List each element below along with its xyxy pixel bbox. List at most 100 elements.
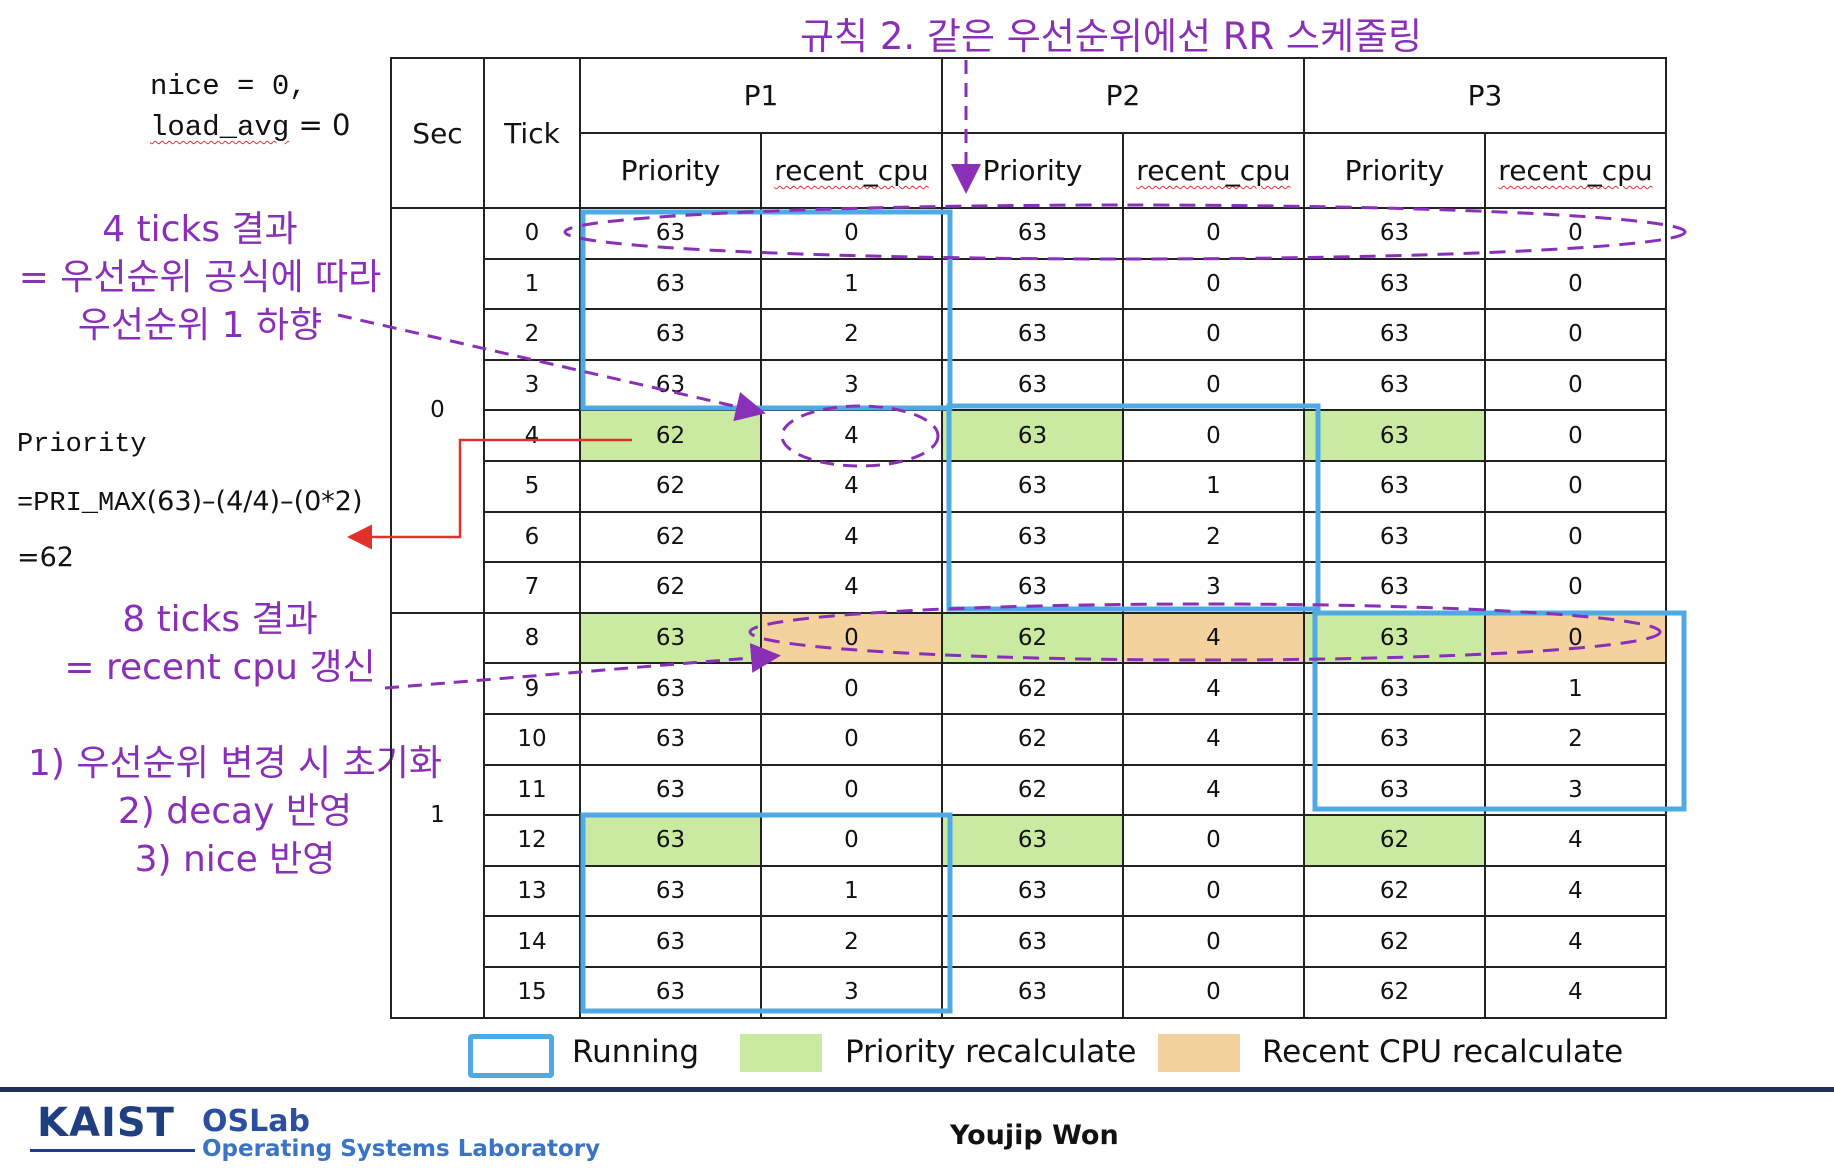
priority-cell: 63 bbox=[941, 308, 1124, 361]
tick-cell: 6 bbox=[483, 510, 581, 564]
tick-cell: 15 bbox=[483, 965, 581, 1019]
header-recent-cpu: recent_cpu bbox=[1484, 132, 1667, 209]
priority-cell: 62 bbox=[941, 763, 1124, 817]
recent-cpu-cell: 4 bbox=[1122, 662, 1305, 715]
header-p3: P3 bbox=[1303, 57, 1667, 134]
tick-cell: 11 bbox=[483, 763, 581, 817]
recent-cpu-cell: 0 bbox=[1122, 409, 1305, 462]
priority-cell: 62 bbox=[941, 611, 1124, 665]
priority-cell: 63 bbox=[579, 257, 762, 311]
table-row: 6 62 4 63 2 63 0 bbox=[391, 510, 1667, 564]
recent-cpu-cell: 0 bbox=[1484, 510, 1667, 564]
init-load-avg: load_avg = 0 bbox=[150, 108, 351, 144]
recent-cpu-cell: 2 bbox=[1122, 510, 1305, 564]
recent-cpu-cell: 1 bbox=[1484, 662, 1667, 715]
table-row: 1 8 63 0 62 4 63 0 bbox=[390, 611, 1667, 1019]
table-row: 1 63 1 63 0 63 0 bbox=[391, 257, 1667, 311]
kaist-logo: KAIST bbox=[37, 1100, 175, 1146]
slide-title: 규칙 2. 같은 우선순위에선 RR 스케줄링 bbox=[800, 15, 1423, 58]
tick-cell: 14 bbox=[483, 915, 581, 968]
table-row: 10 63 0 62 4 63 2 bbox=[391, 712, 1667, 766]
recent-cpu-cell: 0 bbox=[1122, 965, 1305, 1019]
priority-cell: 63 bbox=[941, 207, 1124, 260]
priority-cell: 63 bbox=[1303, 409, 1486, 462]
recent-cpu-cell: 4 bbox=[1484, 814, 1667, 867]
priority-cell: 62 bbox=[579, 510, 762, 564]
priority-cell: 62 bbox=[1303, 915, 1486, 968]
recent-cpu-cell: 4 bbox=[1484, 864, 1667, 918]
ellipse-tick4 bbox=[780, 404, 940, 468]
priority-formula: Priority =PRI_MAX(63)–(4/4)–(0*2) =62 bbox=[17, 430, 363, 573]
recent-cpu-cell: 1 bbox=[760, 864, 943, 918]
priority-cell: 63 bbox=[579, 814, 762, 867]
priority-cell: 63 bbox=[941, 814, 1124, 867]
recent-cpu-cell: 0 bbox=[1484, 257, 1667, 311]
priority-cell: 63 bbox=[941, 864, 1124, 918]
priority-cell: 63 bbox=[941, 459, 1124, 513]
priority-cell: 62 bbox=[579, 409, 762, 462]
arrow-4-ticks bbox=[337, 313, 766, 422]
recent-cpu-cell: 0 bbox=[1484, 358, 1667, 412]
priority-cell: 63 bbox=[1303, 712, 1486, 766]
header-recent-cpu: recent_cpu bbox=[760, 132, 943, 209]
priority-cell: 63 bbox=[1303, 207, 1486, 260]
recent-cpu-cell: 0 bbox=[760, 207, 943, 260]
ellipse-tick8 bbox=[748, 602, 1662, 662]
recent-cpu-cell: 0 bbox=[1484, 308, 1667, 361]
priority-cell: 62 bbox=[941, 712, 1124, 766]
init-values: nice = 0, load_avg = 0 bbox=[150, 68, 350, 147]
priority-cell: 62 bbox=[579, 459, 762, 513]
recent-cpu-cell: 0 bbox=[760, 712, 943, 766]
tick-cell: 8 bbox=[483, 611, 581, 665]
priority-cell: 63 bbox=[941, 257, 1124, 311]
recent-cpu-cell: 0 bbox=[1122, 308, 1305, 361]
recent-cpu-cell: 0 bbox=[1122, 814, 1305, 867]
author-name: Youjip Won bbox=[950, 1120, 1119, 1151]
recent-cpu-cell: 4 bbox=[1484, 915, 1667, 968]
priority-cell: 63 bbox=[941, 915, 1124, 968]
table-row: 0 0 63 0 63 0 63 0 bbox=[390, 207, 1667, 614]
running-box-p1-0-3 bbox=[580, 209, 953, 411]
recent-cpu-cell: 4 bbox=[1122, 611, 1305, 665]
header-priority: Priority bbox=[579, 132, 762, 209]
recent-cpu-cell: 2 bbox=[760, 308, 943, 361]
init-nice: nice = 0, bbox=[150, 70, 307, 103]
recent-cpu-cell: 4 bbox=[1122, 712, 1305, 766]
sec-cell: 1 bbox=[390, 611, 485, 1019]
recent-cpu-cell: 0 bbox=[760, 662, 943, 715]
priority-cell: 63 bbox=[941, 358, 1124, 412]
legend-priority-label: Priority recalculate bbox=[845, 1034, 1137, 1070]
priority-cell: 63 bbox=[1303, 308, 1486, 361]
table-row: 7 62 4 63 3 63 0 bbox=[391, 561, 1667, 614]
note-4-ticks: 4 ticks 결과 = 우선순위 공식에 따라 우선순위 1 하향 bbox=[18, 209, 382, 346]
tick-cell: 5 bbox=[483, 459, 581, 513]
priority-cell: 63 bbox=[579, 864, 762, 918]
recent-cpu-cell: 4 bbox=[1484, 965, 1667, 1019]
recent-cpu-cell: 4 bbox=[760, 561, 943, 614]
recent-cpu-cell: 0 bbox=[1122, 864, 1305, 918]
tick-cell: 4 bbox=[483, 409, 581, 462]
tick-cell: 12 bbox=[483, 814, 581, 867]
table-row: 13 63 1 63 0 62 4 bbox=[391, 864, 1667, 918]
priority-cell: 63 bbox=[579, 763, 762, 817]
recent-cpu-cell: 1 bbox=[760, 257, 943, 311]
table-row: 9 63 0 62 4 63 1 bbox=[391, 662, 1667, 715]
recent-cpu-cell: 0 bbox=[1484, 409, 1667, 462]
formula-line-3: =62 bbox=[17, 542, 74, 573]
recent-cpu-cell: 4 bbox=[1122, 763, 1305, 817]
footer-divider bbox=[0, 1087, 1834, 1092]
header-recent-cpu: recent_cpu bbox=[1122, 132, 1305, 209]
priority-cell: 63 bbox=[579, 915, 762, 968]
recent-cpu-cell: 0 bbox=[1484, 459, 1667, 513]
table-row: 2 63 2 63 0 63 0 bbox=[391, 308, 1667, 361]
priority-cell: 63 bbox=[941, 510, 1124, 564]
legend-running-label: Running bbox=[572, 1034, 700, 1070]
running-box-p3-8-11 bbox=[1312, 610, 1687, 812]
recent-cpu-cell: 0 bbox=[1122, 915, 1305, 968]
priority-cell: 63 bbox=[579, 611, 762, 665]
priority-cell: 63 bbox=[1303, 662, 1486, 715]
priority-cell: 63 bbox=[941, 965, 1124, 1019]
formula-line-1: Priority bbox=[17, 430, 147, 460]
priority-cell: 63 bbox=[579, 308, 762, 361]
header-sec: Sec bbox=[390, 57, 485, 209]
